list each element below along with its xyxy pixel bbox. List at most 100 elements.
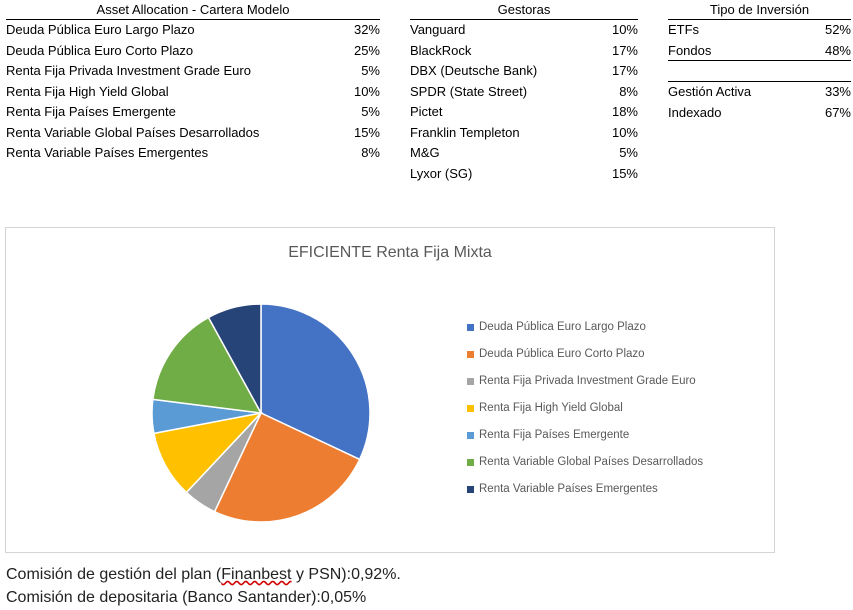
row-label: Renta Fija Privada Investment Grade Euro: [6, 63, 251, 78]
chart-legend: Deuda Pública Euro Largo Plazo Deuda Públ…: [467, 320, 703, 509]
row-value: 17%: [611, 63, 638, 78]
table-row: Renta Variable Global Países Desarrollad…: [6, 123, 380, 144]
legend-swatch: [467, 351, 474, 358]
table-row: SPDR (State Street) 8%: [410, 82, 638, 103]
row-label: DBX (Deutsche Bank): [410, 63, 538, 78]
row-value: 32%: [353, 22, 380, 37]
legend-label: Renta Fija Países Emergente: [479, 429, 630, 441]
pie-chart: EFICIENTE Renta Fija Mixta Deuda Pública…: [5, 227, 775, 553]
legend-item: Deuda Pública Euro Largo Plazo: [467, 320, 703, 347]
legend-item: Renta Fija Países Emergente: [467, 428, 703, 455]
legend-swatch: [467, 378, 474, 385]
row-label: Gestión Activa: [668, 84, 752, 99]
table-body: Vanguard 10% BlackRock 17% DBX (Deutsche Ban…: [410, 20, 638, 184]
table-row: Pictet 18%: [410, 102, 638, 123]
spacer: [668, 61, 851, 82]
legend-swatch: [467, 432, 474, 439]
row-label: Renta Variable Global Países Desarrollad…: [6, 124, 260, 140]
legend-item: Renta Fija High Yield Global: [467, 401, 703, 428]
legend-swatch: [467, 324, 474, 331]
gestoras-table: Gestoras Vanguard 10% BlackRock 17% DBX (Deu…: [410, 1, 638, 184]
legend-item: Renta Variable Países Emergentes: [467, 482, 703, 509]
row-value: 33%: [824, 84, 851, 99]
pie-slice: [152, 316, 263, 414]
legend-label: Renta Fija High Yield Global: [479, 402, 623, 414]
legend-label: Renta Fija Privada Investment Grade Euro: [479, 375, 696, 387]
legend-swatch: [467, 459, 474, 466]
management-fee-note: Comisión de gestión del plan (Finanbest …: [6, 566, 401, 584]
legend-item: Renta Variable Global Países Desarrollad…: [467, 455, 703, 482]
chart-title: EFICIENTE Renta Fija Mixta: [288, 244, 492, 261]
row-label: SPDR (State Street): [410, 83, 528, 99]
row-label: Indexado: [668, 104, 722, 120]
asset-allocation-table: Asset Allocation - Cartera Modelo Deuda …: [6, 1, 380, 164]
legend-label: Deuda Pública Euro Corto Plazo: [479, 348, 645, 360]
pie-slice: [260, 303, 371, 461]
row-label: Lyxor (SG): [410, 165, 473, 181]
row-value: 8%: [619, 83, 638, 99]
row-value: 48%: [824, 42, 851, 58]
table-row: DBX (Deutsche Bank) 17%: [410, 61, 638, 82]
row-value: 10%: [611, 22, 638, 37]
note-text: y PSN):0,92%.: [291, 566, 401, 583]
table-row: Lyxor (SG) 15%: [410, 164, 638, 185]
row-value: 15%: [611, 165, 638, 181]
row-value: 5%: [619, 145, 638, 160]
row-label: ETFs: [668, 22, 700, 37]
row-label: Deuda Pública Euro Corto Plazo: [6, 42, 194, 58]
finanbest-word: Finanbest: [221, 566, 292, 583]
table-header: Gestoras: [410, 1, 638, 20]
row-value: 10%: [611, 124, 638, 140]
table-row: Fondos 48%: [668, 41, 851, 61]
row-label: Renta Variable Países Emergentes: [6, 145, 209, 160]
pie-plot: [151, 303, 371, 523]
row-value: 25%: [353, 42, 380, 58]
row-label: Franklin Templeton: [410, 124, 520, 140]
table-header: Asset Allocation - Cartera Modelo: [6, 1, 380, 20]
row-label: Vanguard: [410, 22, 466, 37]
legend-swatch: [467, 486, 474, 493]
row-value: 67%: [824, 104, 851, 120]
row-label: M&G: [410, 145, 440, 160]
row-value: 18%: [611, 104, 638, 119]
row-value: 5%: [361, 104, 380, 119]
table-row: Renta Fija High Yield Global 10%: [6, 82, 380, 103]
row-label: Deuda Pública Euro Largo Plazo: [6, 22, 195, 37]
legend-label: Renta Variable Global Países Desarrollad…: [479, 456, 704, 468]
legend-item: Renta Fija Privada Investment Grade Euro: [467, 374, 703, 401]
table-row: BlackRock 17%: [410, 41, 638, 62]
row-value: 10%: [353, 83, 380, 99]
table-row: ETFs 52%: [668, 20, 851, 41]
pie-slice: [213, 412, 361, 523]
row-label: Renta Fija Países Emergente: [6, 104, 176, 119]
table-body: Deuda Pública Euro Largo Plazo 32% Deuda P…: [6, 20, 380, 164]
row-value: 5%: [361, 63, 380, 78]
legend-item: Deuda Pública Euro Corto Plazo: [467, 347, 703, 374]
table-row: Renta Fija Países Emergente 5%: [6, 102, 380, 123]
row-value: 15%: [353, 124, 380, 140]
table-row: Franklin Templeton 10%: [410, 123, 638, 144]
table-row: Vanguard 10%: [410, 20, 638, 41]
table-row: Indexado 67%: [668, 103, 851, 124]
legend-label: Deuda Pública Euro Largo Plazo: [479, 321, 646, 333]
table-row: Gestión Activa 33%: [668, 82, 851, 103]
legend-label: Renta Variable Países Emergentes: [479, 483, 658, 495]
table-row: M&G 5%: [410, 143, 638, 164]
row-label: Renta Fija High Yield Global: [6, 83, 169, 99]
row-label: BlackRock: [410, 42, 472, 58]
table-body: ETFs 52% Fondos 48% Gestión Activa 33% Indexad…: [668, 20, 851, 123]
row-value: 52%: [824, 22, 851, 37]
table-row: Renta Variable Países Emergentes 8%: [6, 143, 380, 164]
note-text: Comisión de gestión del plan (: [6, 566, 222, 583]
legend-swatch: [467, 405, 474, 412]
table-row: Deuda Pública Euro Largo Plazo 32%: [6, 20, 380, 41]
row-label: Pictet: [410, 104, 443, 119]
tipo-inversion-table: Tipo de Inversión ETFs 52% Fondos 48% Gestió…: [668, 1, 851, 123]
pie-slice: [207, 303, 262, 414]
row-value: 17%: [611, 42, 638, 58]
table-header: Tipo de Inversión: [668, 1, 851, 20]
table-row: Renta Fija Privada Investment Grade Euro…: [6, 61, 380, 82]
table-row: Deuda Pública Euro Corto Plazo 25%: [6, 41, 380, 62]
row-label: Fondos: [668, 42, 712, 58]
row-value: 8%: [361, 145, 380, 160]
